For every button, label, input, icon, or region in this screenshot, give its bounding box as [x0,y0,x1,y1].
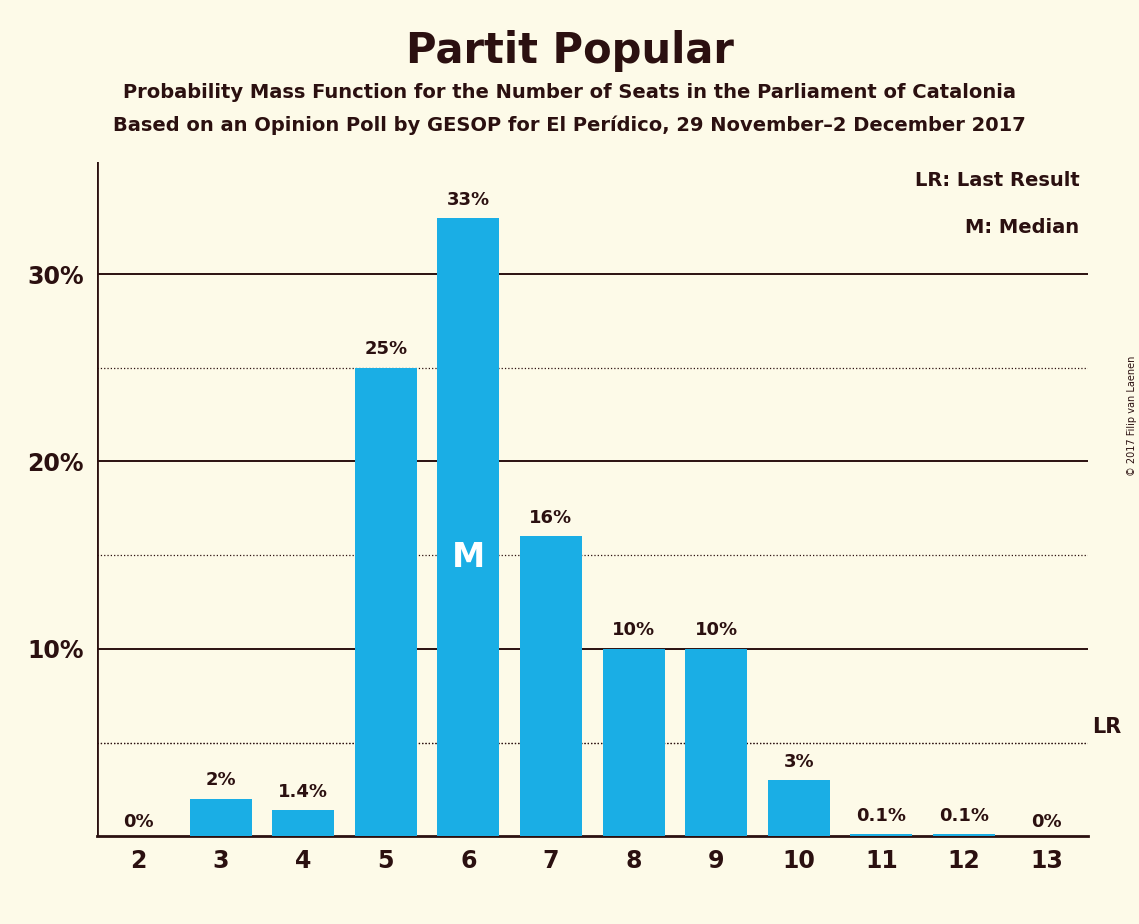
Text: 16%: 16% [530,509,573,527]
Bar [355,368,417,836]
Text: LR: Last Result: LR: Last Result [915,171,1080,190]
Text: Based on an Opinion Poll by GESOP for El Perídico, 29 November–2 December 2017: Based on an Opinion Poll by GESOP for El… [113,116,1026,135]
Text: 2%: 2% [205,772,236,789]
Bar [933,834,994,836]
Text: Partit Popular: Partit Popular [405,30,734,71]
Bar [521,537,582,836]
Bar [686,649,747,836]
Bar [768,780,829,836]
Text: 0%: 0% [1031,812,1062,831]
Text: M: Median: M: Median [966,218,1080,237]
Text: 0.1%: 0.1% [939,807,989,825]
Bar [272,810,334,836]
Bar [437,218,499,836]
Text: Probability Mass Function for the Number of Seats in the Parliament of Catalonia: Probability Mass Function for the Number… [123,83,1016,103]
Text: 0%: 0% [123,812,154,831]
Text: LR: LR [1092,717,1121,737]
Text: 10%: 10% [612,622,655,639]
Text: 10%: 10% [695,622,738,639]
Bar [603,649,664,836]
Text: 25%: 25% [364,340,408,359]
Bar [190,798,252,836]
Text: 0.1%: 0.1% [857,807,907,825]
Bar [851,834,912,836]
Text: 3%: 3% [784,753,814,771]
Text: 33%: 33% [446,190,490,209]
Text: M: M [452,541,485,575]
Text: © 2017 Filip van Laenen: © 2017 Filip van Laenen [1126,356,1137,476]
Text: 1.4%: 1.4% [278,783,328,800]
